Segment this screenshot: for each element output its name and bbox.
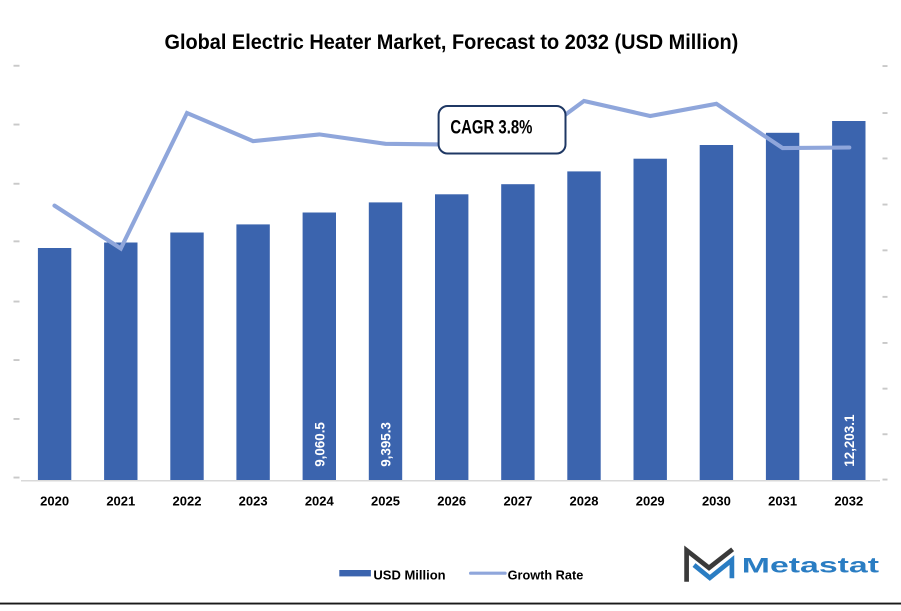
svg-text:Global Electric Heater Market,: Global Electric Heater Market, Forecast … — [165, 30, 739, 54]
svg-text:2028: 2028 — [570, 494, 599, 509]
svg-text:12,203.1: 12,203.1 — [842, 414, 857, 467]
svg-text:USD Million: USD Million — [373, 567, 445, 582]
svg-text:2031: 2031 — [768, 494, 797, 509]
svg-text:2021: 2021 — [106, 494, 135, 509]
svg-text:2030: 2030 — [702, 494, 731, 509]
svg-text:2027: 2027 — [503, 494, 532, 509]
svg-text:2026: 2026 — [437, 494, 466, 509]
svg-text:2032: 2032 — [834, 494, 863, 509]
svg-text:Growth Rate: Growth Rate — [508, 567, 584, 582]
svg-text:2022: 2022 — [173, 494, 202, 509]
svg-text:Metastat: Metastat — [742, 553, 879, 577]
svg-text:9,060.5: 9,060.5 — [312, 422, 327, 467]
svg-text:2020: 2020 — [40, 494, 69, 509]
svg-text:2024: 2024 — [305, 494, 335, 509]
svg-text:2029: 2029 — [636, 494, 665, 509]
svg-text:2023: 2023 — [239, 494, 268, 509]
svg-text:9,395.3: 9,395.3 — [379, 422, 394, 467]
svg-text:CAGR 3.8%: CAGR 3.8% — [450, 118, 532, 139]
svg-text:2025: 2025 — [371, 494, 400, 509]
